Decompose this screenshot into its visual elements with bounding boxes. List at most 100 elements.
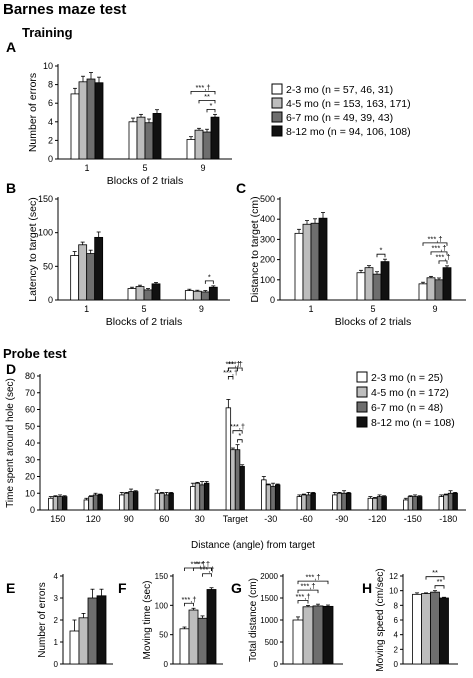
bar [168,492,174,511]
bar [372,273,382,301]
y-tick-label: 50 [43,261,53,271]
x-tick-label: -60 [300,514,313,524]
bar [132,491,139,511]
bar [154,492,161,511]
bar [356,272,366,301]
y-axis-label: Total distance (cm) [248,578,259,662]
y-tick-label: 2 [54,616,59,625]
significance-label: * [380,246,383,255]
bar [203,482,210,511]
significance-label: ***,† [181,595,196,604]
bar [318,217,328,301]
bar [163,494,170,511]
bar [452,492,458,511]
bar [381,496,387,511]
significance-label: ***,† [427,234,442,243]
bar [97,494,103,511]
significance-label: ***,† [228,360,243,369]
legend-label: 2-3 mo (n = 57, 46, 31) [286,84,393,96]
bar [123,492,130,511]
bar [302,223,312,301]
x-axis-label: Blocks of 2 trials [106,316,182,328]
significance-label: * [210,101,213,110]
y-tick-label: 0 [394,660,399,669]
x-tick-label: 1 [84,304,89,314]
bar [119,494,125,511]
x-tick-label: 5 [141,304,146,314]
bar [200,291,210,301]
x-tick-label: 90 [124,514,134,524]
bar [136,116,146,160]
bar [92,494,99,511]
bar [143,289,153,301]
legend-label: 6-7 mo (n = 49, 39, 43) [286,112,393,124]
bar [94,236,104,301]
bar [421,593,431,665]
y-tick-label: 0 [164,660,169,669]
bar [83,499,90,511]
y-tick-label: 10 [43,61,53,71]
panel-letter: B [6,180,16,196]
significance-label: ** [204,92,210,101]
significance-bracket [206,108,216,113]
bar [87,597,98,665]
x-tick-label: 5 [142,163,147,173]
x-tick-label: -150 [404,514,422,524]
bar [312,605,324,665]
y-tick-label: 2 [48,135,53,145]
bar [206,589,217,665]
significance-label: ***,† [295,592,310,601]
y-tick-label: 0 [30,505,35,515]
bar [296,496,303,511]
y-tick-label: 100 [155,601,169,610]
bar [86,78,96,160]
bar [305,494,312,511]
x-tick-label: -90 [335,514,348,524]
bar [208,286,218,301]
bar [179,628,190,665]
significance-bracket [430,251,448,255]
y-tick-label: 200 [260,255,275,265]
y-tick-label: 80 [25,371,35,381]
bar [86,253,96,301]
bar [367,497,374,511]
bar [412,593,422,665]
bar [69,630,80,665]
panel-letter: D [6,361,16,377]
bar [239,466,245,511]
bar [61,496,68,511]
bar [70,255,80,301]
bar [407,496,414,511]
bar [372,497,378,511]
y-tick-label: 0 [48,154,53,164]
significance-label: ***,† [300,582,315,591]
section-training-title: Training [22,25,73,40]
bar [310,492,316,511]
legend-swatch [356,401,368,413]
bar [127,288,137,301]
x-tick-label: -120 [368,514,386,524]
y-axis-label: Moving time (sec) [142,581,153,660]
significance-bracket [434,585,445,589]
bar [341,492,347,511]
y-tick-label: 500 [260,194,275,204]
panel-letter: F [118,580,127,596]
y-tick-label: 1500 [260,594,278,603]
bar [380,261,390,301]
legend-swatch [271,83,283,95]
y-tick-label: 50 [25,421,35,431]
significance-bracket [297,600,309,604]
significance-bracket [297,589,319,594]
bar [197,617,208,665]
bar [151,283,161,301]
significance-label: ***,† [435,252,450,261]
section-probe-title: Probe test [3,346,67,361]
y-tick-label: 4 [54,572,59,581]
significance-label: ***,† [199,565,214,574]
bar [78,244,88,301]
figure-title: Barnes maze test [3,1,126,18]
significance-label: ***,† [223,368,238,377]
bar [434,279,444,301]
significance-label: ***,† [195,83,210,92]
bar [301,494,307,511]
